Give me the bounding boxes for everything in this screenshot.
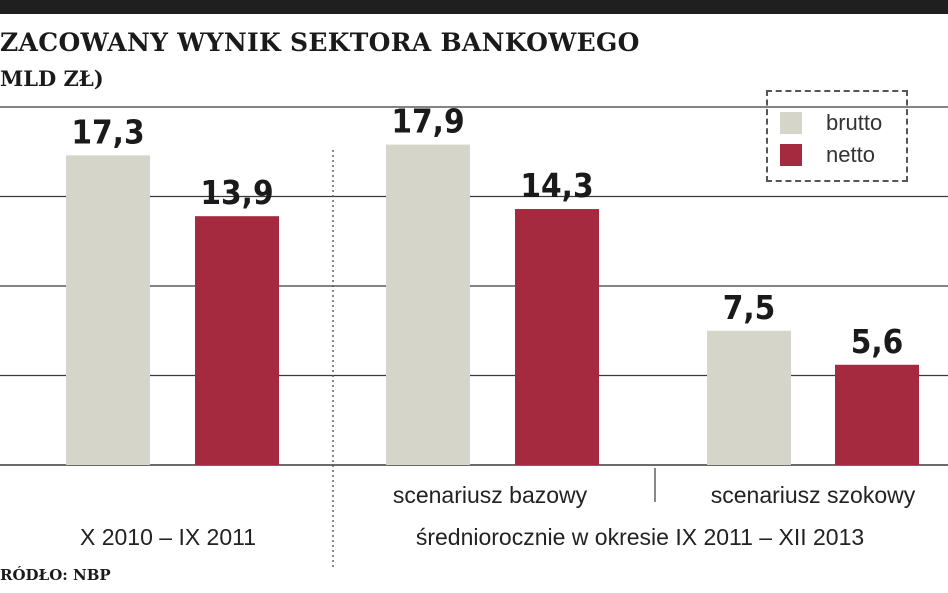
legend-swatch-brutto bbox=[780, 112, 802, 134]
data-label-brutto: 17,3 bbox=[71, 112, 144, 151]
bar-brutto bbox=[386, 144, 470, 465]
legend-label-netto: netto bbox=[826, 142, 875, 167]
data-label-netto: 5,6 bbox=[851, 322, 904, 361]
category-label: scenariusz szokowy bbox=[711, 482, 916, 508]
legend-swatch-netto bbox=[780, 144, 802, 166]
legend-item-brutto: brutto bbox=[780, 110, 882, 136]
bar-brutto bbox=[66, 155, 150, 465]
bar-netto bbox=[515, 209, 599, 465]
chart-title: ZACOWANY WYNIK SEKTORA BANKOWEGO bbox=[0, 28, 640, 57]
legend-item-netto: netto bbox=[780, 142, 875, 168]
bar-netto bbox=[195, 216, 279, 465]
data-label-brutto: 17,9 bbox=[391, 102, 464, 141]
chart-subtitle: MLD ZŁ) bbox=[0, 66, 104, 91]
category-label: X 2010 – IX 2011 bbox=[80, 524, 256, 550]
data-label-netto: 13,9 bbox=[200, 173, 273, 212]
top-bar bbox=[0, 0, 948, 14]
source-note: RÓDŁO: NBP bbox=[0, 566, 111, 584]
legend-label-brutto: brutto bbox=[826, 110, 883, 135]
data-label-brutto: 7,5 bbox=[723, 288, 776, 327]
data-label-netto: 14,3 bbox=[520, 166, 593, 205]
category-label: scenariusz bazowy bbox=[393, 482, 588, 508]
bar-netto bbox=[835, 364, 919, 465]
legend: brutto netto bbox=[766, 90, 908, 182]
group-label: średniorocznie w okresie IX 2011 – XII 2… bbox=[416, 524, 864, 550]
bar-brutto bbox=[707, 330, 791, 465]
